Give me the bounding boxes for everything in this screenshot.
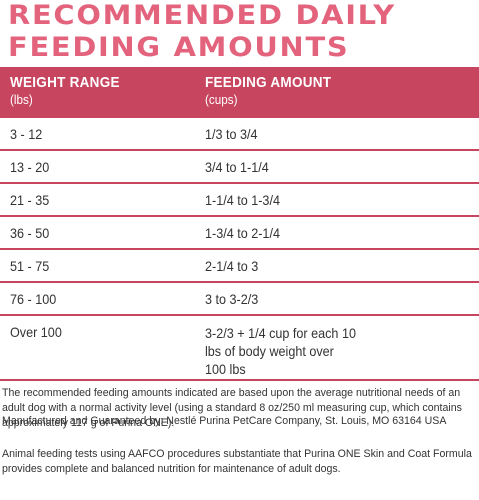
feeding-amount-header: FEEDING AMOUNT (cups) xyxy=(205,74,331,108)
feeding-table: WEIGHT RANGE (lbs) FEEDING AMOUNT (cups)… xyxy=(0,67,479,381)
weight-cell: 51 - 75 xyxy=(10,258,50,274)
feeding-amount-header-label: FEEDING AMOUNT xyxy=(205,74,332,91)
weight-range-unit: (lbs) xyxy=(10,92,33,107)
amount-cell: 3-2/3 + 1/4 cup for each 10 lbs of body … xyxy=(205,325,356,377)
page-title: RECOMMENDED DAILY FEEDING AMOUNTS xyxy=(8,0,396,64)
weight-range-header: WEIGHT RANGE (lbs) xyxy=(10,74,120,108)
table-row: 36 - 50 1-3/4 to 2-1/4 xyxy=(0,217,479,250)
table-row: 13 - 20 3/4 to 1-1/4 xyxy=(0,151,479,184)
weight-cell: 3 - 12 xyxy=(10,126,43,142)
table-row: 3 - 12 1/3 to 3/4 xyxy=(0,118,479,151)
amount-cell: 3 to 3-2/3 xyxy=(205,291,259,307)
amount-cell: 2-1/4 to 3 xyxy=(205,258,259,274)
aafco-note: Animal feeding tests using AAFCO procedu… xyxy=(2,448,472,475)
amount-cell: 1-1/4 to 1-3/4 xyxy=(205,192,280,208)
weight-cell: 36 - 50 xyxy=(10,225,50,241)
table-header: WEIGHT RANGE (lbs) FEEDING AMOUNT (cups) xyxy=(0,67,479,118)
weight-range-header-label: WEIGHT RANGE xyxy=(10,74,120,91)
weight-cell: 76 - 100 xyxy=(10,291,57,307)
table-row: 76 - 100 3 to 3-2/3 xyxy=(0,283,479,316)
feeding-amount-unit: (cups) xyxy=(205,92,238,107)
table-row: Over 100 3-2/3 + 1/4 cup for each 10 lbs… xyxy=(0,316,479,381)
table-row: 21 - 35 1-1/4 to 1-3/4 xyxy=(0,184,479,217)
amount-cell: 3/4 to 1-1/4 xyxy=(205,159,269,175)
recommendation-note: The recommended feeding amounts indicate… xyxy=(2,387,462,429)
title-line-1: RECOMMENDED DAILY xyxy=(8,0,396,31)
title-line-2: FEEDING AMOUNTS xyxy=(8,32,350,63)
amount-cell: 1-3/4 to 2-1/4 xyxy=(205,225,280,241)
weight-cell: 13 - 20 xyxy=(10,159,50,175)
manufacturer-note: Manufactured and Guaranteed by: Nestlé P… xyxy=(2,415,447,427)
table-row: 51 - 75 2-1/4 to 3 xyxy=(0,250,479,283)
weight-cell: 21 - 35 xyxy=(10,192,50,208)
amount-cell: 1/3 to 3/4 xyxy=(205,126,258,142)
weight-cell: Over 100 xyxy=(10,324,62,340)
